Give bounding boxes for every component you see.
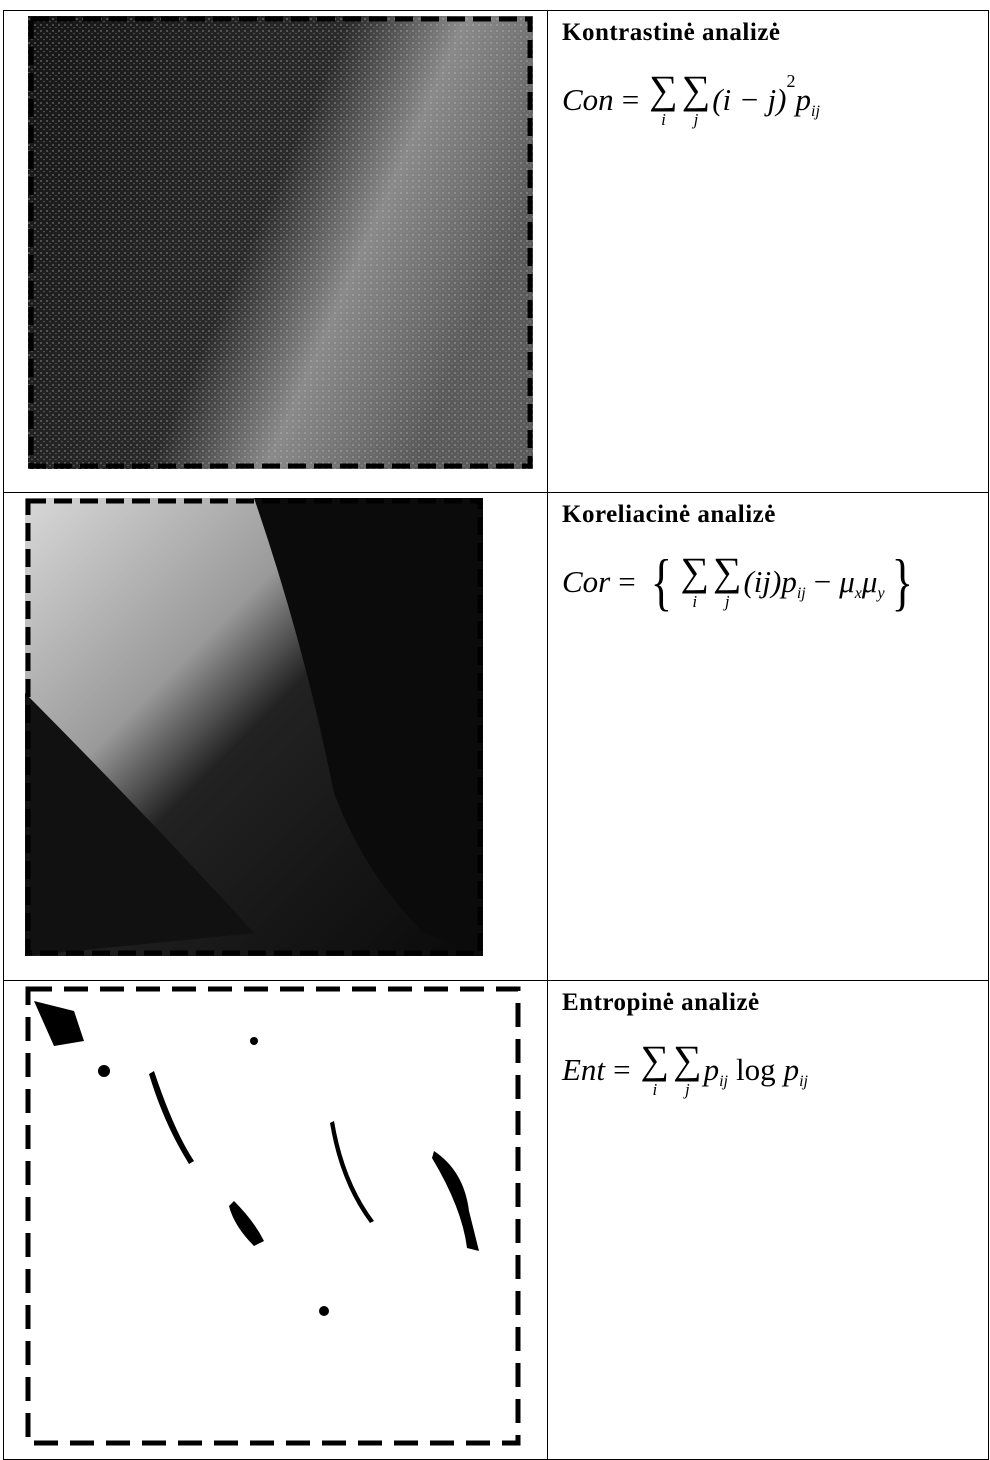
formula-text: = [613,1052,630,1088]
sigma: ∑ [680,552,709,592]
brace: } [891,545,913,619]
sum-symbol: ∑i [680,552,709,612]
sigma: ∑ [649,70,678,110]
page: Kontrastinė analizė Con=∑i∑j(i − j)2pij … [0,0,990,1459]
formula-text: Ent [562,1052,605,1088]
formula-text: (i − j) [712,82,786,118]
subscript: y [877,585,884,603]
sum-index: j [685,1080,690,1100]
sum-symbol: ∑j [682,70,711,130]
sum-index: j [725,592,730,612]
sum-symbol: ∑j [673,1040,702,1100]
formula-text: p [781,564,797,600]
subscript: ij [799,1073,808,1091]
formula-text: = [618,564,635,600]
subscript: ij [719,1073,728,1091]
section-title: Koreliacinė analizė [562,501,988,529]
formula-text: = [622,82,639,118]
formula-text: Cor [562,564,610,600]
texture-image [4,493,547,979]
formula-text: p [704,1052,720,1088]
sum-index: j [694,110,699,130]
image-cell [4,11,548,493]
subscript: ij [811,103,820,121]
section-title: Kontrastinė analizė [562,19,988,47]
superscript: 2 [787,71,796,92]
sigma: ∑ [682,70,711,110]
sum-symbol: ∑i [649,70,678,130]
formula-text: μ [862,564,878,600]
texture-image [4,981,547,1458]
subscript: x [855,585,862,603]
formula-text: (ij) [743,564,781,600]
sigma: ∑ [641,1040,670,1080]
sum-symbol: ∑i [641,1040,670,1100]
sigma: ∑ [713,552,742,592]
formula-text: log [736,1052,776,1088]
section-title: Entropinė analizė [562,989,988,1017]
image-cell [4,981,548,1460]
formula-text: p [796,82,812,118]
texture-image [4,11,547,491]
formula-text: μ [839,564,855,600]
sum-index: i [661,110,666,130]
sum-symbol: ∑j [713,552,742,612]
brace: { [650,545,672,619]
sigma: ∑ [673,1040,702,1080]
formula-text: Con [562,82,614,118]
formula-text: p [784,1052,800,1088]
sum-index: i [652,1080,657,1100]
formula-text: − [814,564,831,600]
subscript: ij [797,585,806,603]
image-cell [4,493,548,981]
sum-index: i [692,592,697,612]
